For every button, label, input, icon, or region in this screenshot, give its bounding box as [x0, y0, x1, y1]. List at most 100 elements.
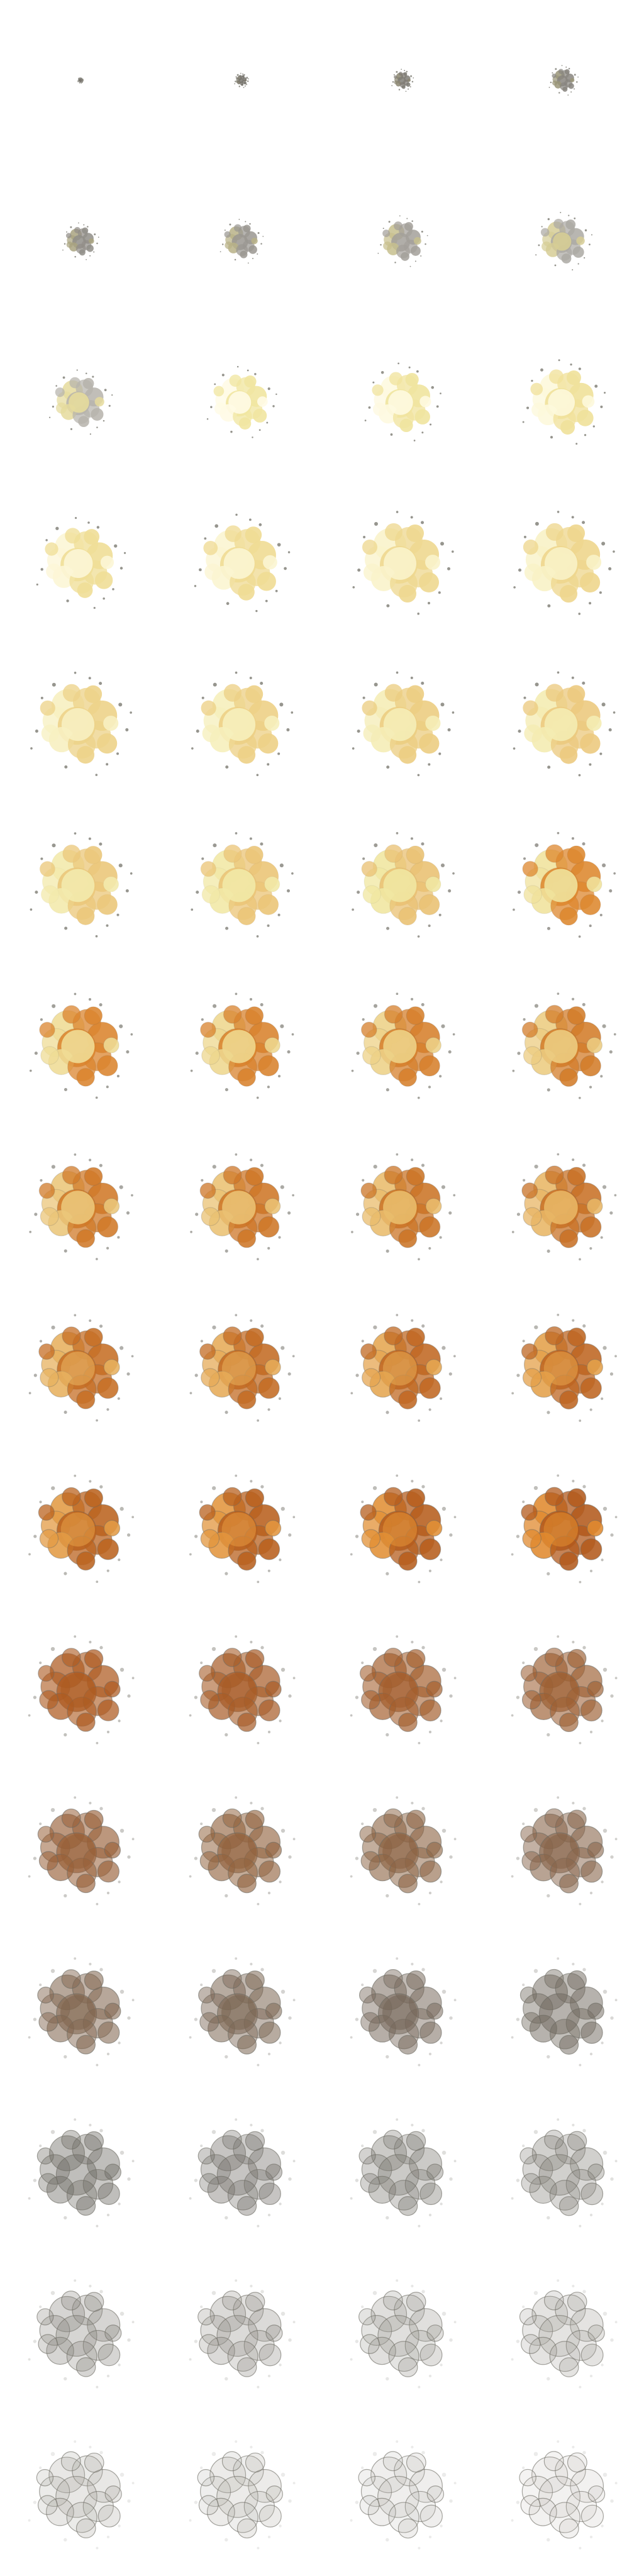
debris-speck [511, 1875, 514, 1878]
debris-speck [447, 567, 451, 570]
debris-speck [614, 2321, 618, 2324]
debris-speck [610, 2499, 614, 2503]
cloud-puff [398, 585, 417, 603]
cloud-puff [237, 1874, 257, 1894]
debris-speck [118, 2202, 121, 2206]
cloud-puff [199, 2334, 219, 2354]
cloud-puff [46, 564, 62, 579]
debris-speck [601, 702, 606, 707]
debris-speck [48, 416, 51, 418]
explosion-frame [322, 161, 483, 322]
debris-speck [386, 765, 390, 769]
debris-speck [523, 1018, 526, 1021]
debris-speck [40, 696, 43, 699]
debris-speck [572, 1479, 575, 1483]
cloud-puff [384, 1487, 403, 1506]
debris-speck [267, 2374, 271, 2378]
debris-speck [235, 2279, 238, 2282]
debris-speck [386, 604, 390, 608]
debris-speck [439, 1075, 442, 1078]
debris-speck [411, 1640, 414, 1644]
debris-speck [287, 1372, 291, 1376]
debris-speck [279, 2524, 282, 2528]
debris-speck [74, 1957, 77, 1960]
debris-speck [602, 2311, 608, 2316]
cloud-puff [544, 1647, 564, 1667]
cloud-puff [538, 2154, 580, 2196]
debris-speck [388, 221, 391, 223]
debris-speck [511, 2036, 514, 2039]
cloud-puff [227, 2341, 258, 2372]
debris-speck [589, 1891, 593, 1895]
cloud-puff [97, 2504, 121, 2528]
debris-speck [194, 1857, 198, 1860]
cloud-puff [82, 2168, 114, 2200]
debris-speck [554, 264, 557, 267]
debris-speck [70, 428, 73, 430]
cloud-puff [257, 572, 276, 591]
cloud-puff [406, 1970, 426, 1990]
explosion-frame [483, 2254, 644, 2415]
debris-speck [277, 543, 281, 547]
debris-speck [254, 373, 257, 375]
debris-speck [201, 857, 204, 860]
debris-speck [131, 1677, 135, 1680]
cloud-puff [66, 2341, 97, 2372]
debris-speck [33, 1535, 37, 1538]
debris-speck [127, 2499, 131, 2503]
debris-speck [280, 2150, 286, 2155]
debris-speck [50, 2129, 55, 2135]
cloud-puff [39, 2475, 70, 2507]
cloud-puff [223, 1487, 242, 1507]
cloud-puff [216, 2475, 258, 2518]
debris-speck [214, 383, 216, 386]
debris-speck [99, 2290, 103, 2294]
fireball-core [383, 547, 417, 580]
debris-speck [200, 1822, 203, 1826]
cloud-puff [104, 2002, 121, 2020]
debris-speck [288, 2338, 292, 2342]
debris-speck [601, 2202, 604, 2206]
debris-speck [74, 2440, 77, 2443]
debris-speck [64, 1894, 67, 1898]
debris-speck [575, 443, 578, 445]
cloud-puff [216, 2154, 258, 2196]
debris-speck [582, 2290, 586, 2294]
cloud-puff [361, 1529, 381, 1548]
debris-speck [118, 2041, 121, 2045]
cloud-puff [38, 2012, 58, 2032]
debris-speck [247, 369, 249, 372]
cloud-puff [245, 2452, 265, 2473]
explosion-frame [0, 2093, 161, 2254]
cloud-puff [237, 1229, 257, 1248]
debris-speck [589, 602, 592, 605]
cloud-puff [559, 1229, 579, 1248]
debris-speck [64, 1733, 67, 1737]
debris-speck [194, 2501, 198, 2504]
debris-speck [614, 1677, 618, 1680]
debris-speck [522, 1983, 525, 1987]
debris-speck [512, 1069, 515, 1072]
debris-speck [421, 431, 424, 434]
cloud-puff [419, 1216, 441, 1238]
debris-speck [119, 567, 123, 570]
debris-speck [260, 1002, 264, 1007]
explosion-cloud [511, 2440, 618, 2550]
debris-speck [601, 1397, 604, 1401]
debris-speck [74, 255, 76, 258]
explosion-cloud [219, 218, 264, 264]
cloud-puff [383, 242, 392, 250]
debris-speck [225, 1733, 228, 1737]
debris-speck [428, 924, 431, 928]
debris-speck [582, 2451, 586, 2455]
cloud-puff [245, 1167, 264, 1186]
debris-speck [448, 1372, 452, 1376]
cloud-puff [62, 1326, 81, 1346]
cloud-puff [382, 2451, 403, 2472]
explosion-frame [322, 1610, 483, 1771]
debris-speck [280, 1506, 285, 1511]
debris-speck [99, 1807, 103, 1811]
explosion-sprite [28, 2440, 135, 2550]
cloud-puff [572, 246, 584, 258]
debris-speck [52, 1004, 56, 1008]
